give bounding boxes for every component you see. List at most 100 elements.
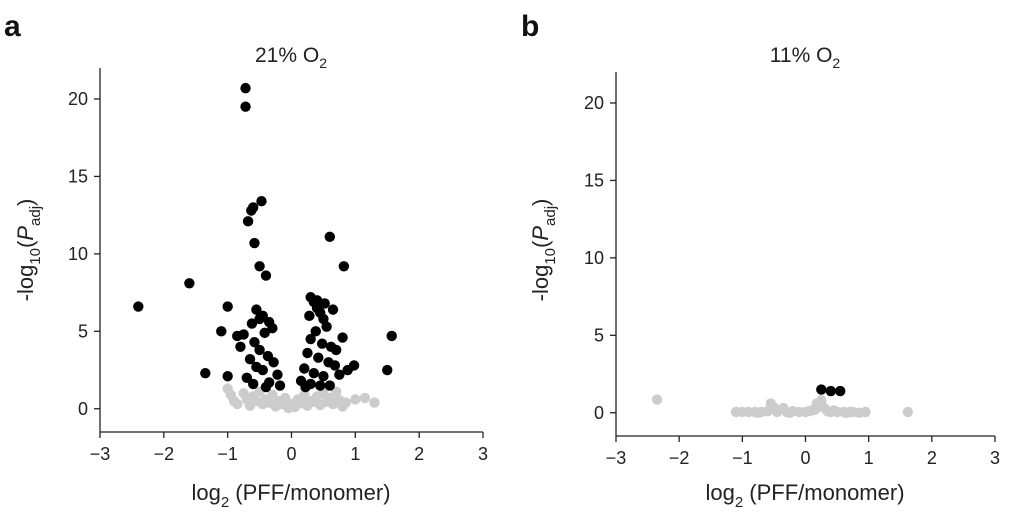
data-point-significant <box>302 347 313 359</box>
data-point-not-significant <box>359 392 371 404</box>
panel-a-title: 21% O2 <box>255 44 327 71</box>
data-point-significant <box>315 380 326 391</box>
data-point-significant <box>316 338 328 349</box>
data-point-significant <box>246 318 258 329</box>
data-point-not-significant <box>299 389 310 401</box>
data-point-not-significant <box>241 394 253 405</box>
x-tick-label: 1 <box>350 444 360 464</box>
data-point-not-significant <box>752 407 764 418</box>
data-point-significant <box>268 357 279 368</box>
y-tick-label: 0 <box>78 399 88 419</box>
data-point-not-significant <box>330 386 342 397</box>
data-point-significant <box>308 367 320 379</box>
x-tick-label: −3 <box>90 444 111 464</box>
data-point-significant <box>251 304 262 315</box>
data-point-significant <box>259 327 270 339</box>
data-point-significant <box>246 205 257 216</box>
y-tick-label: 10 <box>584 248 604 268</box>
data-point-significant <box>248 378 259 390</box>
x-tick-label: −2 <box>669 448 690 468</box>
data-point-not-significant <box>369 397 380 408</box>
data-point-not-significant <box>902 406 914 418</box>
panel-b-x-label: log2 (PFF/monomer) <box>705 480 904 511</box>
data-point-significant <box>313 352 324 363</box>
data-point-significant <box>260 270 272 281</box>
data-point-significant <box>216 326 227 337</box>
data-point-significant <box>334 369 345 380</box>
panel-a-y-ticks: 0 5 10 15 20 <box>68 89 100 419</box>
data-point-significant <box>321 321 332 332</box>
data-point-not-significant <box>651 394 663 405</box>
data-point-significant <box>299 363 310 374</box>
panel-b-points-significant <box>816 384 846 397</box>
data-point-significant <box>260 381 272 393</box>
data-point-significant <box>382 364 393 376</box>
data-point-significant <box>305 333 316 345</box>
y-tick-label: 5 <box>594 325 604 345</box>
panel-a-points-significant <box>133 82 397 393</box>
data-point-significant <box>241 372 253 383</box>
data-point-not-significant <box>276 398 288 410</box>
x-tick-label: 2 <box>414 444 424 464</box>
data-point-significant <box>200 367 211 379</box>
data-point-significant <box>235 341 246 353</box>
data-point-significant <box>386 330 397 342</box>
y-tick-label: 20 <box>584 93 604 113</box>
x-tick-label: 3 <box>478 444 488 464</box>
data-point-significant <box>240 82 251 94</box>
data-point-significant <box>244 354 256 365</box>
y-tick-label: 15 <box>584 170 604 190</box>
data-point-significant <box>342 364 353 376</box>
data-point-significant <box>240 101 251 112</box>
data-point-significant <box>324 380 335 391</box>
data-point-significant <box>835 385 846 397</box>
data-point-significant <box>249 336 260 348</box>
data-point-not-significant <box>295 398 307 409</box>
data-point-not-significant <box>841 407 852 418</box>
data-point-significant <box>272 369 283 380</box>
panel-a-y-label: -log10(Padj) <box>13 199 44 302</box>
x-tick-label: 2 <box>927 448 937 468</box>
y-tick-label: 10 <box>68 244 88 264</box>
data-point-significant <box>238 329 249 340</box>
data-point-significant <box>816 384 827 395</box>
x-tick-label: 3 <box>990 448 1000 468</box>
data-point-not-significant <box>263 397 275 408</box>
panel-b: b 11% O2 −3 −2 −1 0 1 2 3 0 5 10 15 20 log2 (PFF/m… <box>521 10 1000 511</box>
data-point-significant <box>257 310 268 322</box>
data-point-significant <box>256 196 267 207</box>
data-point-significant <box>825 385 836 397</box>
x-tick-label: −1 <box>217 444 238 464</box>
data-point-significant <box>311 295 323 306</box>
x-tick-label: 0 <box>800 448 810 468</box>
panel-a: a 21% O2 −3 −2 −1 0 1 2 3 0 5 10 15 20 log2 (PFF/m… <box>4 10 488 511</box>
data-point-significant <box>249 237 260 249</box>
panel-b-y-ticks: 0 5 10 15 20 <box>584 93 616 423</box>
data-point-not-significant <box>334 395 345 406</box>
data-point-not-significant <box>321 396 332 407</box>
y-tick-label: 20 <box>68 89 88 109</box>
data-point-significant <box>242 216 254 227</box>
data-point-significant <box>222 301 233 312</box>
x-tick-label: −2 <box>154 444 175 464</box>
data-point-significant <box>133 301 144 312</box>
data-point-significant <box>330 344 342 356</box>
data-point-not-significant <box>784 407 795 418</box>
panel-b-points-not-significant <box>651 394 914 418</box>
data-point-significant <box>327 304 339 315</box>
data-point-significant <box>329 360 341 371</box>
x-tick-label: 1 <box>864 448 874 468</box>
data-point-significant <box>337 332 348 343</box>
data-point-significant <box>274 380 286 391</box>
data-point-significant <box>184 278 195 289</box>
panel-b-y-label: -log10(Padj) <box>528 199 559 302</box>
y-tick-label: 5 <box>78 321 88 341</box>
x-tick-label: −1 <box>732 448 753 468</box>
data-point-significant <box>338 261 350 272</box>
panel-a-x-label: log2 (PFF/monomer) <box>191 480 390 511</box>
x-tick-label: −3 <box>606 448 627 468</box>
y-tick-label: 15 <box>68 166 88 186</box>
data-point-not-significant <box>228 395 240 407</box>
data-point-significant <box>318 371 329 382</box>
